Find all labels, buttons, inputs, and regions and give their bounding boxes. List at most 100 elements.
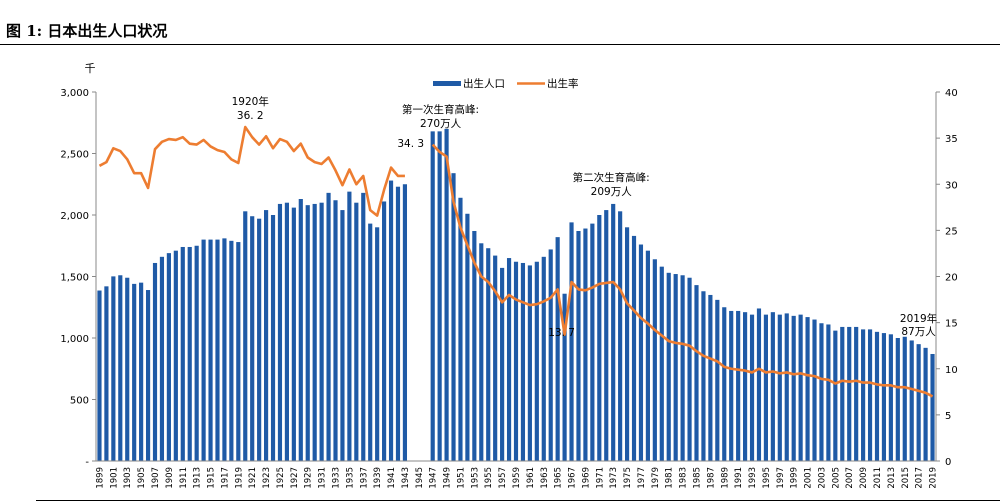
y-right-tick-label: 15 [945, 319, 958, 330]
x-tick-label: 1911 [179, 467, 189, 489]
bar-1960 [520, 262, 526, 461]
annotation-2019-year: 2019年 [900, 312, 937, 325]
bar-1981 [666, 272, 671, 461]
x-tick-label: 1949 [443, 467, 453, 489]
bar-1906 [145, 290, 151, 461]
x-tick-label: 1967 [568, 467, 578, 489]
y-left-axis-unit: 千 [85, 62, 96, 75]
bar-1957 [500, 267, 505, 461]
bar-1983 [680, 275, 685, 461]
bar-1916 [215, 239, 220, 461]
x-tick-label: 1925 [276, 467, 286, 489]
bar-1913 [194, 245, 199, 461]
bar-1935 [347, 191, 352, 461]
x-tick-label: 1987 [706, 467, 716, 489]
x-tick-label: 1917 [220, 467, 230, 489]
x-tick-label: 1919 [234, 467, 244, 489]
x-tick-label: 2003 [817, 467, 827, 489]
bar-1901 [111, 276, 116, 461]
bar-1904 [132, 283, 137, 461]
y-right-tick-label: 0 [945, 457, 951, 468]
x-tick-label: 1985 [693, 467, 703, 489]
bar-1972 [604, 210, 609, 461]
y-left-tick-label: 500 [70, 396, 89, 407]
bar-1922 [257, 218, 262, 461]
bar-1909 [166, 253, 171, 461]
bar-2017 [916, 344, 921, 461]
bar-2014 [895, 338, 900, 461]
bar-1971 [597, 215, 602, 461]
bar-series-births [97, 128, 935, 462]
x-tick-label: 1937 [359, 467, 369, 489]
x-tick-label: 1989 [720, 467, 730, 489]
x-tick-label: 2007 [845, 467, 855, 489]
x-tick-label: 1923 [262, 467, 272, 489]
bar-1899 [97, 290, 102, 461]
title-rule [0, 44, 1000, 45]
x-tick-label: 1915 [207, 467, 217, 489]
bar-1984 [687, 277, 692, 461]
tick-labels: - 500 1,000 1,500 2,000 2,500 3,000 0 5 10 15 20 25 3… [60, 62, 957, 489]
bar-1923 [264, 210, 269, 461]
bar-1988 [715, 299, 720, 461]
bar-1931 [319, 202, 324, 461]
annotation-first-peak-title: 第一次生育高峰: [402, 103, 479, 116]
bar-1959 [513, 261, 519, 461]
bar-1934 [340, 210, 345, 461]
bar-1914 [201, 239, 206, 461]
bar-1961 [527, 265, 532, 461]
bar-1963 [541, 256, 546, 461]
bar-1918 [229, 240, 234, 461]
x-tick-label: 1899 [95, 467, 105, 489]
y-left-tick-label: 1,000 [60, 334, 89, 345]
bar-1991 [736, 310, 741, 461]
x-tick-label: 2009 [859, 467, 869, 489]
bottom-rule [36, 500, 1000, 501]
bar-1927 [291, 207, 296, 461]
bar-1992 [743, 312, 748, 461]
annotation-1947-rate: 34. 3 [397, 138, 424, 150]
bar-2011 [874, 331, 880, 461]
x-tick-label: 2015 [901, 467, 911, 489]
x-tick-label: 1929 [304, 467, 314, 489]
annotation-1920-year: 1920年 [232, 95, 269, 108]
bar-1907 [152, 262, 158, 461]
bar-2001 [805, 317, 810, 461]
bar-1989 [722, 307, 727, 461]
bar-2018 [923, 347, 928, 461]
chart-legend: 出生人口 出生率 [433, 77, 579, 90]
x-tick-label: 1959 [512, 467, 522, 489]
x-tick-label: 1991 [734, 467, 744, 489]
x-tick-label: 2005 [831, 467, 841, 489]
bar-1912 [187, 246, 192, 461]
bar-1980 [659, 266, 664, 461]
annotation-first-peak-value: 270万人 [420, 118, 462, 130]
bar-1929 [305, 205, 310, 461]
x-tick-label: 1907 [151, 467, 161, 489]
bar-1926 [284, 202, 289, 461]
bar-1902 [118, 275, 123, 461]
line-series-birthrate [98, 125, 934, 398]
x-tick-label: 1951 [456, 467, 466, 489]
x-tick-label: 1921 [248, 467, 258, 489]
x-tick-label: 1979 [651, 467, 661, 489]
x-tick-label: 1973 [609, 467, 619, 489]
bar-1905 [139, 282, 144, 461]
y-left-tick-label: - [85, 457, 89, 468]
bar-1977 [638, 244, 644, 461]
bar-1924 [270, 215, 276, 461]
birthrate-line-segment-2 [431, 143, 934, 398]
x-tick-label: 1901 [109, 467, 119, 489]
annotation-1920-value: 36. 2 [237, 110, 264, 122]
x-tick-label: 1955 [484, 467, 494, 489]
bar-1974 [618, 211, 623, 461]
bar-2004 [826, 324, 831, 461]
x-tick-label: 1931 [318, 467, 328, 489]
bar-1995 [763, 314, 768, 461]
bar-1919 [236, 242, 241, 461]
bar-1978 [645, 250, 650, 461]
bar-1966 [562, 293, 567, 461]
birthrate-line-segment-1 [98, 125, 405, 217]
x-tick-label: 1905 [137, 467, 147, 489]
x-tick-label: 1935 [345, 467, 355, 489]
